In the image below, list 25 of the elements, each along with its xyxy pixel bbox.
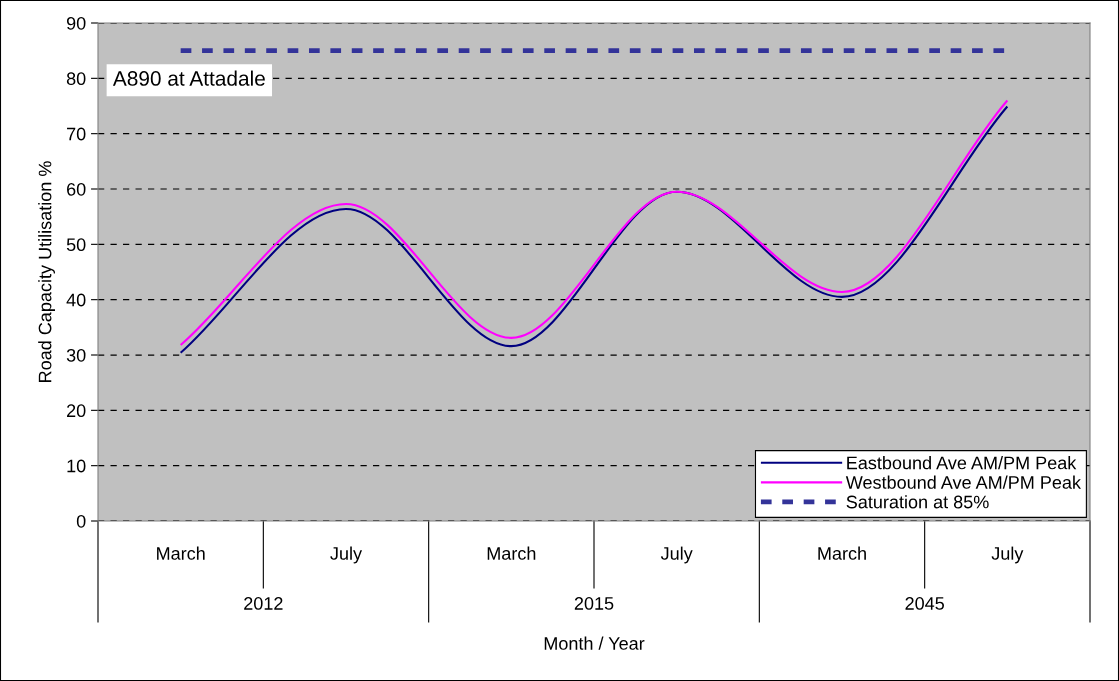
legend-label: Eastbound Ave AM/PM Peak — [847, 456, 1077, 470]
y-tick-label: 0 — [76, 514, 86, 528]
text: 2012 — [244, 597, 283, 610]
x-tick-label: March — [487, 546, 536, 560]
y-tick-label: 70 — [67, 127, 86, 141]
text: 2045 — [905, 597, 944, 610]
text: 2015 — [574, 597, 614, 610]
y-tick-label: 50 — [66, 238, 86, 252]
x-tick-label: July — [330, 546, 363, 564]
y-tick-label: 20 — [67, 404, 86, 418]
text: A890 at Attadale — [112, 70, 265, 86]
legend-label: Saturation at 85% — [846, 495, 989, 509]
y-tick-label: 80 — [66, 72, 86, 86]
x-axis-title: Month / Year — [544, 636, 645, 650]
x-tick-label: March — [818, 546, 866, 560]
y-tick-label: 90 — [66, 16, 86, 30]
x-tick-label: July — [991, 546, 1024, 564]
y-tick-label: 10 — [67, 459, 86, 473]
x-tick-label: March — [157, 546, 205, 560]
y-axis-title: Road Capacity Utilisation % — [38, 161, 55, 382]
legend-label: Westbound Ave AM/PM Peak — [845, 475, 1082, 489]
y-tick-label: 30 — [66, 348, 86, 362]
y-tick-label: 40 — [66, 293, 86, 307]
x-tick-label: July — [660, 546, 693, 564]
y-tick-label: 60 — [67, 182, 86, 196]
